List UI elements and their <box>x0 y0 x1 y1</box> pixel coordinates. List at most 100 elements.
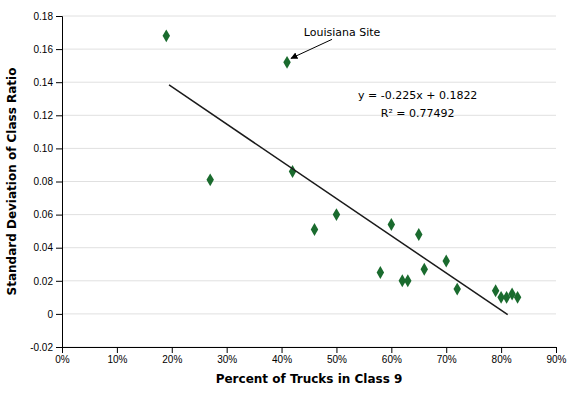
point <box>388 218 395 231</box>
tick-label: 0.10 <box>34 143 54 154</box>
tick-mark <box>56 215 62 216</box>
grid-line <box>62 115 556 116</box>
tick-label: 0.16 <box>34 44 54 55</box>
tick-label: 0.06 <box>34 209 54 220</box>
tick: 40% <box>272 347 292 365</box>
tick-label: 80% <box>492 354 512 365</box>
annotation-text: Louisiana Site <box>304 26 381 39</box>
tick: 0.18 <box>34 11 62 22</box>
chart: 0% 10% 20% 30% 40% 50% 60% 70% 80% 90% -0.02 0 0.02 0… <box>0 0 576 393</box>
tick-mark <box>56 281 62 282</box>
x-axis: 0% 10% 20% 30% 40% 50% 60% 70% 80% 90% <box>55 347 566 365</box>
tick-mark <box>56 182 62 183</box>
tick-mark <box>56 49 62 50</box>
tick-mark <box>282 347 283 353</box>
point <box>415 228 422 241</box>
point <box>283 56 290 69</box>
tick-label: 30% <box>217 354 237 365</box>
tick-mark <box>227 347 228 353</box>
tick: 90% <box>546 347 566 365</box>
x-axis-title: Percent of Trucks in Class 9 <box>216 372 403 386</box>
grid-line <box>62 49 556 50</box>
tick-label: 90% <box>546 354 566 365</box>
point <box>377 266 384 279</box>
tick-mark <box>56 16 62 17</box>
tick: 30% <box>217 347 237 365</box>
annotations: y = -0.225x + 0.1822 R² = 0.77492 Louisian… <box>291 26 477 119</box>
point <box>514 291 521 304</box>
point <box>421 263 428 276</box>
tick-label: 0 <box>47 309 53 320</box>
tick-label: 20% <box>162 354 182 365</box>
grid-line <box>62 16 556 17</box>
grid-line <box>62 181 556 182</box>
tick-label: 0% <box>55 354 70 365</box>
point <box>206 173 213 186</box>
tick-label: 0.02 <box>34 276 54 287</box>
y-axis: -0.02 0 0.02 0.04 0.06 0.08 0.10 0.12 0.14 0.16 0.… <box>30 11 62 353</box>
tick: 20% <box>162 347 182 365</box>
tick-mark <box>391 347 392 353</box>
tick-mark <box>172 347 173 353</box>
tick: 70% <box>437 347 457 365</box>
grid-line <box>62 280 556 281</box>
tick-mark <box>336 347 337 353</box>
grid-line <box>62 148 556 149</box>
tick: 60% <box>382 347 402 365</box>
annotation-text: y = -0.225x + 0.1822 <box>358 89 477 102</box>
tick-label: 0.12 <box>34 110 54 121</box>
tick: 0.02 <box>34 276 62 287</box>
tick: 0% <box>55 347 70 365</box>
tick-mark <box>56 248 62 249</box>
point <box>163 29 170 42</box>
tick: -0.02 <box>30 342 62 353</box>
point <box>443 254 450 267</box>
tick-mark <box>56 82 62 83</box>
tick-label: 0.04 <box>34 242 54 253</box>
tick-label: 0.18 <box>34 11 54 22</box>
tick-label: 0.08 <box>34 176 54 187</box>
point <box>311 223 318 236</box>
axis-domain <box>63 348 557 354</box>
tick-mark <box>56 347 62 348</box>
tick: 0.06 <box>34 209 62 220</box>
point <box>492 284 499 297</box>
regression-line <box>169 85 508 315</box>
tick-mark <box>56 148 62 149</box>
tick: 0.16 <box>34 44 62 55</box>
point <box>453 283 460 296</box>
tick-mark <box>556 347 557 353</box>
tick: 10% <box>107 347 127 365</box>
tick: 0 <box>47 309 62 320</box>
marks <box>163 29 522 314</box>
grid-line <box>62 214 556 215</box>
tick-label: 60% <box>382 354 402 365</box>
grid <box>62 16 556 347</box>
tick: 0.08 <box>34 176 62 187</box>
point <box>404 274 411 287</box>
tick: 0.14 <box>34 77 62 88</box>
y-axis-title: Standard Deviation of Class Ratio <box>5 68 19 296</box>
grid-line <box>62 247 556 248</box>
plot: 0% 10% 20% 30% 40% 50% 60% 70% 80% 90% -0.02 0 0.02 0… <box>30 11 566 365</box>
tick-mark <box>446 347 447 353</box>
tick-label: 70% <box>437 354 457 365</box>
annotation-text: R² = 0.77492 <box>381 107 455 120</box>
tick-mark <box>56 314 62 315</box>
grid-line <box>62 313 556 314</box>
tick-label: 50% <box>327 354 347 365</box>
tick-label: 10% <box>107 354 127 365</box>
tick: 0.04 <box>34 242 62 253</box>
tick: 50% <box>327 347 347 365</box>
axis-domain <box>56 17 63 348</box>
tick-label: 0.14 <box>34 77 54 88</box>
tick: 0.10 <box>34 143 62 154</box>
tick: 0.12 <box>34 110 62 121</box>
grid-line <box>62 82 556 83</box>
tick-mark <box>117 347 118 353</box>
tick-label: -0.02 <box>30 342 53 353</box>
tick-mark <box>501 347 502 353</box>
point <box>333 208 340 221</box>
tick-mark <box>56 115 62 116</box>
tick-label: 40% <box>272 354 292 365</box>
